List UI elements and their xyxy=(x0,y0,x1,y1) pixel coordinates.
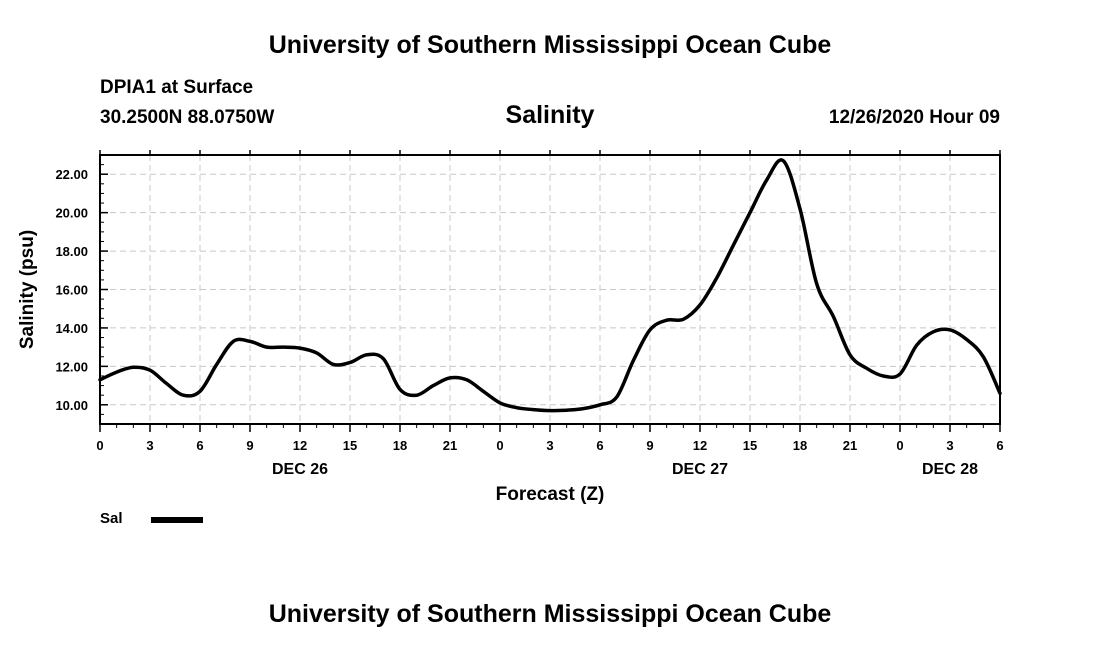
x-tick-label: 21 xyxy=(443,438,457,453)
y-axis-label: Salinity (psu) xyxy=(17,230,38,349)
x-tick-label: 12 xyxy=(693,438,707,453)
station-name: DPIA1 at Surface xyxy=(100,77,254,98)
footer-title: University of Southern Mississippi Ocean… xyxy=(268,600,832,628)
x-tick-label: 15 xyxy=(343,438,357,453)
legend-label: Sal xyxy=(100,510,123,527)
x-tick-label: 9 xyxy=(246,438,253,453)
date-label: DEC 26 xyxy=(272,461,328,478)
x-tick-label: 0 xyxy=(896,438,903,453)
x-tick-label: 9 xyxy=(646,438,653,453)
x-tick-label: 3 xyxy=(946,438,953,453)
grid-lines xyxy=(100,155,1000,424)
x-tick-label: 12 xyxy=(293,438,307,453)
x-tick-label: 6 xyxy=(996,438,1003,453)
plot-frame xyxy=(99,154,1001,425)
date-label: DEC 28 xyxy=(922,461,978,478)
x-tick-label: 18 xyxy=(393,438,407,453)
station-coordinates: 30.2500N 88.0750W xyxy=(100,107,275,128)
x-tick-label: 0 xyxy=(96,438,103,453)
x-tick-label: 3 xyxy=(546,438,553,453)
y-tick-label: 16.00 xyxy=(55,283,88,298)
chart-title: Salinity xyxy=(505,101,595,129)
x-tick-label: 15 xyxy=(743,438,757,453)
x-tick-label: 6 xyxy=(596,438,603,453)
x-tick-label: 18 xyxy=(793,438,807,453)
y-tick-label: 12.00 xyxy=(55,359,88,374)
page-title: University of Southern Mississippi Ocean… xyxy=(268,31,832,59)
y-tick-label: 10.00 xyxy=(55,398,88,413)
data-series xyxy=(98,158,1002,413)
x-tick-label: 0 xyxy=(496,438,503,453)
date-label: DEC 27 xyxy=(672,461,728,478)
forecast-datetime: 12/26/2020 Hour 09 xyxy=(828,107,1000,128)
y-tick-label: 20.00 xyxy=(55,206,88,221)
tick-labels: 10.00 12.00 14.00 16.00 18.00 20.00 22.00 0 3 6 9 1… xyxy=(55,167,1003,478)
x-tick-label: 21 xyxy=(843,438,857,453)
y-tick-label: 22.00 xyxy=(55,167,88,182)
legend: Sal xyxy=(100,510,203,527)
y-tick-label: 18.00 xyxy=(55,244,88,259)
x-tick-label: 6 xyxy=(196,438,203,453)
y-tick-label: 14.00 xyxy=(55,321,88,336)
series-line-sal xyxy=(98,158,1002,413)
x-axis-label: Forecast (Z) xyxy=(496,484,605,505)
legend-swatch xyxy=(150,516,203,523)
x-tick-label: 3 xyxy=(146,438,153,453)
